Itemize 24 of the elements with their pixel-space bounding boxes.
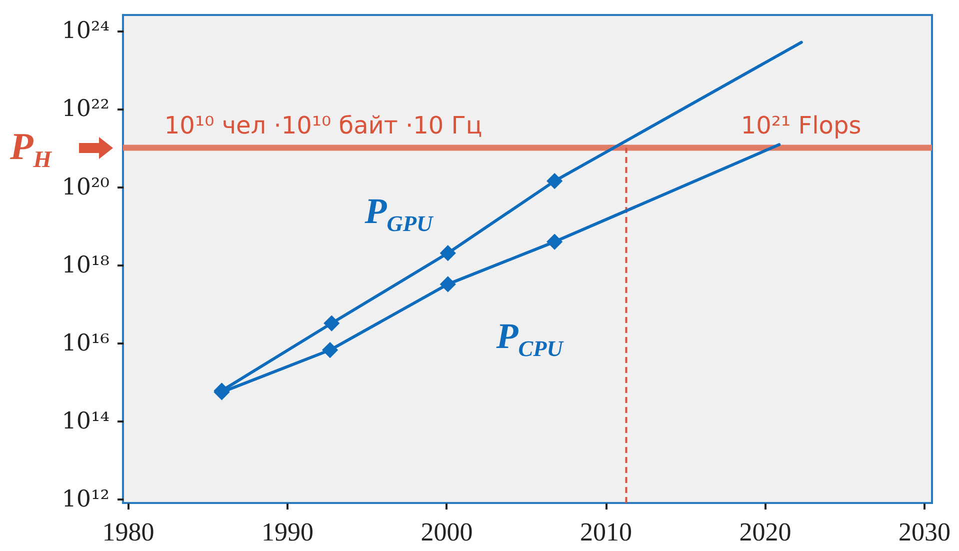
point: [546, 234, 563, 250]
x-tick-label: 2010: [580, 518, 632, 546]
point: [322, 342, 338, 358]
annotation: 10¹⁰ чел ·10¹⁰ байт ·10 Гц: [164, 112, 482, 140]
y-tick-label: 10¹²: [62, 486, 110, 513]
x-tick-label: 2000: [420, 518, 473, 546]
y-tick-label: 10²²: [62, 96, 110, 122]
point: [440, 245, 456, 262]
x-tick-label: 1980: [102, 518, 154, 546]
series-label: P$_{CPU}$: [496, 316, 563, 361]
point: [324, 315, 340, 332]
x-tick-label: 2030: [898, 518, 951, 546]
y-tick-label: 10¹⁴: [62, 408, 110, 435]
x-tick-label: 1990: [262, 518, 314, 546]
series-label: P$_{GPU}$: [364, 191, 433, 236]
y-tick-label: 10¹⁶: [62, 330, 110, 356]
ref-line-label: P$_{H}$: [10, 126, 52, 173]
point: [440, 276, 456, 292]
annotation: 10²¹ Flops: [740, 112, 862, 140]
point: [546, 172, 563, 190]
x-tick-label: 2020: [739, 518, 792, 546]
y-tick-label: 10²⁴: [62, 18, 110, 44]
y-tick-label: 10²⁰: [62, 174, 110, 200]
y-tick-label: 10¹⁸: [62, 252, 110, 278]
